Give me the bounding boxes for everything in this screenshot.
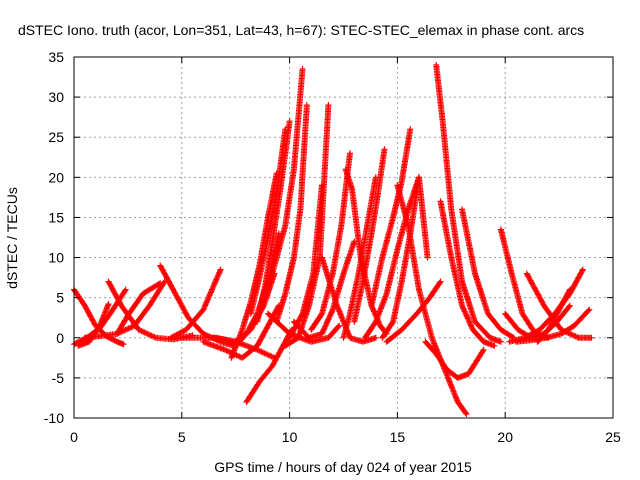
series-arc [200, 302, 282, 361]
y-axis-label: dSTEC / TECUs [4, 187, 20, 289]
y-tick-label: 20 [48, 169, 64, 185]
series-arc [265, 66, 306, 293]
x-tick-label: 0 [70, 429, 78, 445]
series-markers [254, 118, 293, 325]
series-arc [247, 126, 289, 317]
series-markers [383, 278, 444, 345]
y-tick-label: 0 [56, 330, 64, 346]
series-arc [340, 174, 379, 341]
x-tick-label: 10 [282, 429, 298, 445]
series-markers [433, 62, 504, 345]
x-tick-label: 25 [605, 429, 621, 445]
y-tick-label: -10 [44, 410, 64, 426]
y-tick-label: 5 [56, 290, 64, 306]
series-markers [351, 146, 388, 325]
series-markers [247, 126, 289, 317]
series-arc [534, 286, 573, 345]
series-markers [422, 338, 487, 381]
series-arc [437, 198, 498, 349]
chart-title: dSTEC Iono. truth (acor, Lon=351, Lat=43… [18, 22, 584, 38]
series-markers [168, 266, 224, 341]
series-arc [168, 266, 224, 341]
series-markers [200, 302, 282, 361]
x-tick-label: 15 [390, 429, 406, 445]
y-tick-label: 15 [48, 209, 64, 225]
x-tick-label: 20 [497, 429, 513, 445]
y-tick-label: 10 [48, 250, 64, 266]
plot-border [73, 56, 614, 419]
series-markers [340, 174, 379, 341]
axis-ticks: 0 5 10 15 20 25 -10 -5 0 5 10 15 20 25 30 35 [44, 49, 621, 445]
series-markers [114, 280, 164, 337]
y-tick-label: 25 [48, 129, 64, 145]
series-markers [534, 286, 573, 345]
y-tick-label: 30 [48, 89, 64, 105]
data-points [71, 62, 595, 417]
series-arc [459, 206, 517, 341]
series-arc [422, 338, 487, 381]
series-markers [265, 66, 306, 293]
series-arc [254, 118, 293, 325]
y-tick-label: -5 [52, 370, 65, 386]
series-arc [351, 146, 388, 325]
series-markers [459, 206, 517, 341]
series-arc [433, 62, 504, 345]
series-arc [383, 278, 444, 345]
x-axis-label: GPS time / hours of day 024 of year 2015 [214, 459, 472, 475]
x-tick-label: 5 [178, 429, 186, 445]
y-tick-label: 35 [48, 49, 64, 65]
series-arc [114, 280, 164, 337]
series-markers [437, 198, 498, 349]
